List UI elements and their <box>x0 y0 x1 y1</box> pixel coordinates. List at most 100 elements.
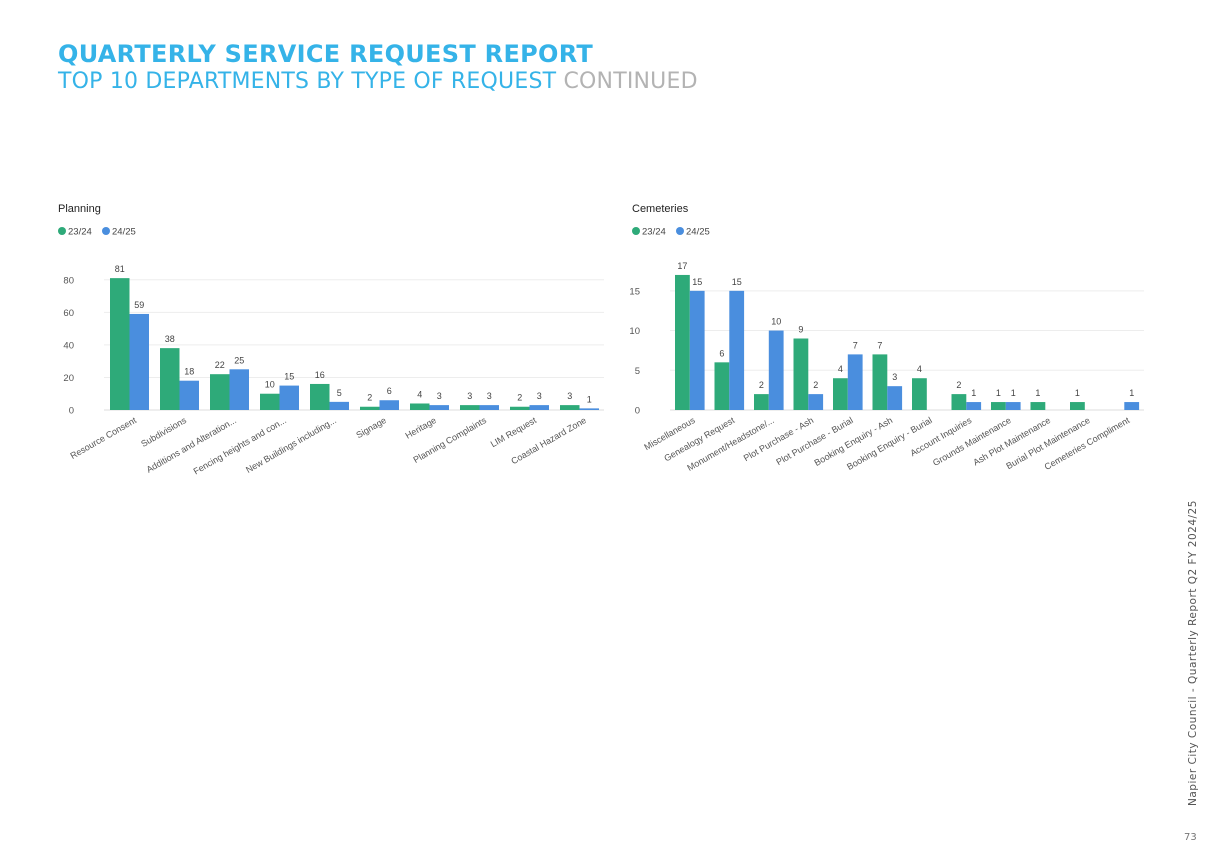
planning-bar-1-8 <box>529 405 549 410</box>
cemeteries-bar-1-8 <box>1005 402 1021 410</box>
cemeteries-data-label-0-2: 2 <box>759 380 764 390</box>
cemeteries-bar-0-4 <box>833 378 848 410</box>
planning-y-tick-3: 60 <box>63 308 74 319</box>
cemeteries-bar-1-1 <box>729 290 745 410</box>
cemeteries-bar-1-3 <box>808 394 824 410</box>
planning-bar-1-9 <box>579 408 599 410</box>
planning-y-tick-2: 40 <box>63 340 74 351</box>
planning-bar-1-7 <box>479 405 499 410</box>
planning-x-tick-4: New Buildings including... <box>244 415 338 475</box>
planning-data-label-0-2: 22 <box>215 360 225 370</box>
planning-data-label-0-8: 2 <box>517 393 522 403</box>
cemeteries-bar-0-1 <box>714 362 730 410</box>
cemeteries-bar-1-4 <box>847 354 863 410</box>
planning-bar-0-8 <box>510 406 530 410</box>
cemeteries-bar-0-0 <box>675 274 690 410</box>
planning-bar-0-0 <box>110 278 130 410</box>
cemeteries-data-label-0-9: 1 <box>1035 388 1040 398</box>
cemeteries-bar-1-2 <box>768 330 784 410</box>
planning-data-label-1-8: 3 <box>537 391 542 401</box>
cemeteries-y-tick-3: 15 <box>629 286 640 297</box>
cemeteries-data-label-1-0: 15 <box>692 277 702 287</box>
cemeteries-chart-title: Cemeteries <box>632 203 689 215</box>
planning-bar-1-2 <box>229 369 249 410</box>
planning-chart-title: Planning <box>58 203 101 215</box>
planning-data-label-0-1: 38 <box>165 334 175 344</box>
planning-bar-0-5 <box>360 406 380 410</box>
planning-bar-1-4 <box>329 401 349 410</box>
planning-chart: Planning 23/24 24/25 0 20 40 60 80 81 59 Resource … <box>50 196 620 496</box>
planning-data-label-1-4: 5 <box>337 388 342 398</box>
cemeteries-bar-0-3 <box>793 338 809 410</box>
planning-chart-svg: Planning 23/24 24/25 0 20 40 60 80 81 59 Resource … <box>58 203 604 477</box>
planning-bar-0-9 <box>560 405 580 410</box>
planning-legend-label-0: 23/24 <box>68 227 92 238</box>
planning-bar-0-7 <box>460 405 480 410</box>
cemeteries-data-label-0-7: 2 <box>956 380 961 390</box>
cemeteries-bar-1-0 <box>689 290 705 410</box>
planning-data-label-1-5: 6 <box>387 386 392 396</box>
planning-data-label-1-7: 3 <box>487 391 492 401</box>
planning-x-tick-2: Additions and Alteration... <box>145 415 238 475</box>
planning-bar-1-5 <box>379 400 399 410</box>
subtitle-main: TOP 10 DEPARTMENTS BY TYPE OF REQUEST <box>58 69 557 94</box>
cemeteries-y-tick-2: 10 <box>629 326 640 337</box>
cemeteries-data-label-0-8: 1 <box>996 388 1001 398</box>
planning-bar-1-6 <box>429 405 449 410</box>
planning-bar-1-0 <box>129 313 149 410</box>
report-title: QUARTERLY SERVICE REQUEST REPORT <box>58 40 594 68</box>
cemeteries-data-label-1-5: 3 <box>892 372 897 382</box>
cemeteries-chart: Cemeteries 23/24 24/25 0 5 10 15 17 15 Miscellane… <box>624 196 1154 496</box>
cemeteries-data-label-1-11: 1 <box>1129 388 1134 398</box>
cemeteries-data-label-1-2: 10 <box>771 317 781 327</box>
cemeteries-data-label-0-10: 1 <box>1075 388 1080 398</box>
cemeteries-legend-marker-1 <box>676 227 684 235</box>
cemeteries-data-label-0-4: 4 <box>838 364 843 374</box>
planning-data-label-0-5: 2 <box>367 393 372 403</box>
cemeteries-data-label-1-7: 1 <box>971 388 976 398</box>
subtitle-continued: CONTINUED <box>563 69 698 94</box>
planning-bar-1-3 <box>279 385 299 410</box>
report-header: QUARTERLY SERVICE REQUEST REPORT TOP 10 … <box>58 40 698 96</box>
planning-y-tick-0: 0 <box>69 406 74 417</box>
cemeteries-bar-0-5 <box>872 354 888 410</box>
planning-data-label-0-4: 16 <box>315 370 325 380</box>
planning-bar-0-6 <box>410 403 430 410</box>
planning-x-tick-5: Signage <box>354 415 388 440</box>
planning-data-label-0-7: 3 <box>467 391 472 401</box>
page-number: 73 <box>1184 832 1197 843</box>
cemeteries-legend-marker-0 <box>632 227 640 235</box>
cemeteries-data-label-1-4: 7 <box>853 340 858 350</box>
planning-x-tick-3: Fencing heights and con... <box>192 415 288 476</box>
cemeteries-bar-0-10 <box>1070 402 1085 410</box>
planning-bar-1-1 <box>179 380 199 410</box>
cemeteries-data-label-1-8: 1 <box>1011 388 1016 398</box>
planning-data-label-1-0: 59 <box>134 300 144 310</box>
planning-bar-0-1 <box>160 348 180 410</box>
cemeteries-bar-1-5 <box>887 386 903 410</box>
planning-legend-marker-0 <box>58 227 66 235</box>
cemeteries-data-label-0-0: 17 <box>677 261 687 271</box>
planning-y-tick-1: 20 <box>63 373 74 384</box>
footer-side-text: Napier City Council - Quarterly Report Q… <box>1187 500 1199 806</box>
cemeteries-bar-0-9 <box>1030 402 1046 410</box>
cemeteries-bar-0-6 <box>912 378 927 410</box>
cemeteries-data-label-0-5: 7 <box>877 340 882 350</box>
planning-legend-label-1: 24/25 <box>112 227 136 238</box>
cemeteries-y-tick-0: 0 <box>635 406 640 417</box>
cemeteries-legend-label-0: 23/24 <box>642 227 666 238</box>
planning-data-label-0-0: 81 <box>115 264 125 274</box>
planning-data-label-1-2: 25 <box>234 355 244 365</box>
planning-data-label-0-6: 4 <box>417 389 422 399</box>
planning-data-label-1-1: 18 <box>184 367 194 377</box>
planning-data-label-0-9: 3 <box>567 391 572 401</box>
planning-x-tick-6: Heritage <box>404 415 438 441</box>
cemeteries-bar-0-7 <box>951 394 967 410</box>
planning-bar-0-3 <box>260 393 280 410</box>
cemeteries-y-tick-1: 5 <box>635 366 640 377</box>
planning-x-tick-0: Resource Consent <box>68 415 138 461</box>
cemeteries-bar-1-7 <box>966 402 982 410</box>
planning-data-label-1-6: 3 <box>437 391 442 401</box>
planning-x-tick-1: Subdivisions <box>139 415 188 449</box>
